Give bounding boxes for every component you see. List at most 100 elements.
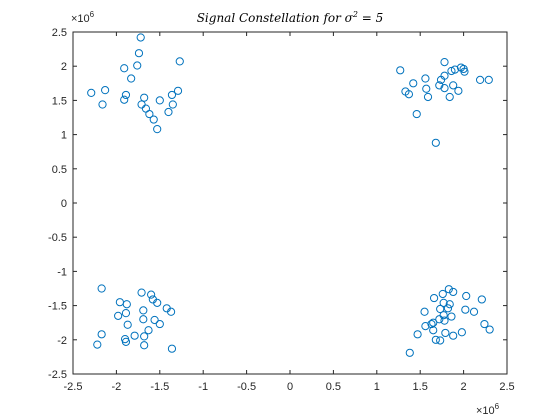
data-point (121, 90, 131, 100)
data-point (480, 319, 489, 329)
x-tick-label: 0 (287, 381, 293, 393)
data-point (134, 49, 144, 58)
data-point (167, 344, 177, 353)
data-point (97, 330, 106, 339)
data-point (149, 115, 158, 124)
data-point (477, 295, 486, 304)
data-point (155, 96, 164, 105)
y-tick-label: 2 (61, 61, 67, 73)
data-point (445, 92, 454, 102)
data-point (429, 326, 438, 335)
data-point (139, 306, 148, 315)
data-point (431, 335, 440, 344)
data-point (405, 348, 414, 357)
y-tick-label: 0 (61, 198, 67, 210)
data-point (147, 290, 156, 299)
data-point (422, 84, 431, 93)
data-point (485, 325, 494, 334)
data-point (166, 307, 176, 316)
x-tick-label: -2 (112, 381, 122, 393)
data-point (462, 291, 471, 301)
data-point (155, 319, 164, 329)
x-tick-label: -1.5 (150, 381, 169, 393)
data-point (101, 86, 110, 95)
data-point (421, 74, 430, 83)
data-point (439, 298, 448, 307)
data-point (412, 109, 421, 119)
data-point (145, 109, 154, 119)
data-point (413, 330, 422, 339)
data-point (420, 307, 429, 316)
data-point (173, 86, 183, 95)
data-point (444, 285, 453, 294)
y-tick-label: -2 (57, 335, 67, 347)
data-point (98, 100, 107, 109)
y-tick-label: 0.5 (52, 164, 67, 176)
data-point (440, 71, 449, 80)
plot-area (72, 31, 508, 375)
data-point (120, 64, 129, 73)
data-point (421, 322, 430, 331)
data-point (423, 92, 433, 102)
data-point (440, 57, 449, 67)
data-point (484, 75, 493, 84)
data-point (454, 86, 463, 95)
data-point (87, 88, 96, 97)
y-axis-exponent: ×106 (71, 10, 95, 25)
data-point (459, 64, 468, 74)
data-point (404, 90, 414, 99)
data-point (120, 95, 129, 104)
data-point (97, 284, 106, 293)
data-point (122, 300, 131, 309)
data-point (450, 65, 460, 74)
data-point (435, 81, 444, 90)
data-point (436, 304, 445, 314)
x-tick-label: -2.5 (64, 381, 83, 393)
data-point (136, 33, 145, 42)
data-point (140, 332, 149, 341)
data-point (139, 315, 148, 324)
y-axis: -2.5 -2 -1.5 -1 -0.5 0 0.5 1 1.5 2 2.5 (48, 27, 507, 381)
data-point (440, 83, 449, 93)
data-point (435, 315, 444, 324)
data-point (133, 61, 142, 70)
data-point (469, 307, 479, 316)
data-point (449, 331, 458, 340)
data-point (164, 107, 173, 117)
x-tick-label: 1.5 (413, 381, 428, 393)
data-point (443, 304, 453, 313)
data-point (114, 311, 123, 320)
data-point (449, 287, 458, 297)
y-tick-label: -1 (57, 266, 67, 278)
data-point (140, 341, 149, 350)
x-tick-label: 2 (461, 381, 467, 393)
data-points (87, 33, 494, 357)
data-point (396, 66, 405, 75)
x-tick-label: 1 (374, 381, 380, 393)
data-point (445, 300, 454, 309)
data-point (175, 57, 184, 66)
data-point (123, 320, 132, 329)
data-point (447, 312, 456, 321)
x-axis: -2.5 -2 -1.5 -1 -0.5 0 0.5 1 1.5 2 2.5 (64, 32, 515, 393)
data-point (431, 138, 440, 147)
x-tick-label: 2.5 (499, 381, 514, 393)
chart-title: Signal Constellation for σ2 = 5 (197, 10, 384, 25)
data-point (409, 79, 418, 88)
x-axis-exponent: ×106 (476, 402, 500, 417)
data-point (449, 81, 458, 90)
data-point (168, 100, 177, 109)
data-point (427, 319, 436, 329)
data-point (436, 336, 445, 345)
y-tick-label: -2.5 (48, 369, 67, 381)
data-point (121, 337, 131, 346)
y-tick-label: -1.5 (48, 301, 67, 313)
data-point (461, 305, 470, 314)
data-point (440, 316, 449, 325)
x-tick-label: 0.5 (326, 381, 341, 393)
data-point (167, 90, 177, 100)
data-point (438, 289, 447, 299)
y-tick-label: 1.5 (52, 95, 67, 107)
data-point (137, 288, 146, 297)
